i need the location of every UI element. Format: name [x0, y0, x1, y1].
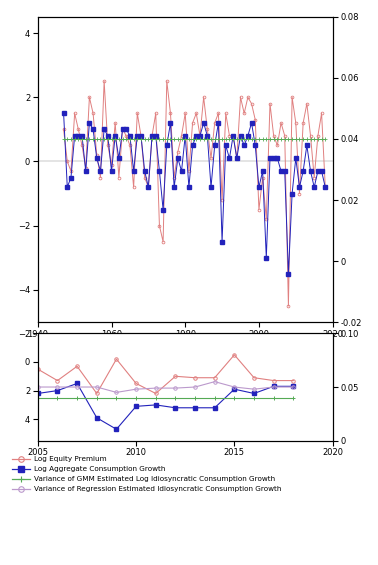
Legend: Log Equity Premium, Log Aggregate Consumption Growth, Variance of GMM Estimated : Log Equity Premium, Log Aggregate Consum… [9, 454, 284, 496]
